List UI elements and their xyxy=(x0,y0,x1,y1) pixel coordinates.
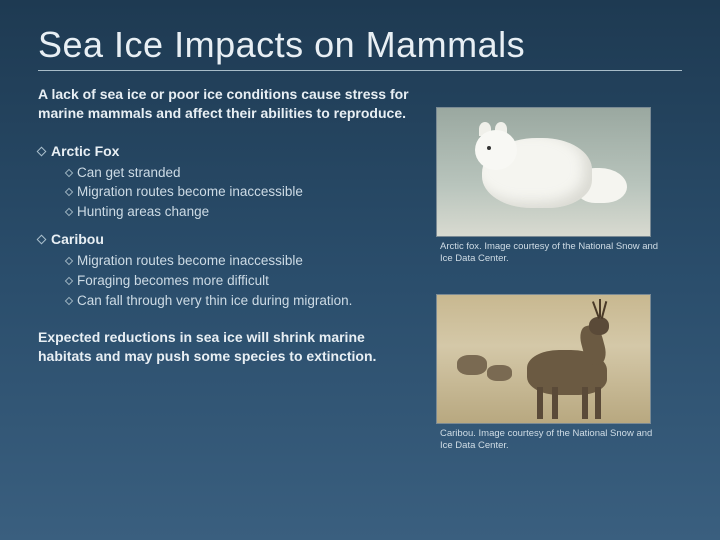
diamond-bullet-icon xyxy=(37,146,47,156)
content-row: A lack of sea ice or poor ice conditions… xyxy=(38,85,682,480)
list-item: Can get stranded xyxy=(66,163,418,183)
list-item: Can fall through very thin ice during mi… xyxy=(66,291,418,311)
image-caption: Arctic fox. Image courtesy of the Nation… xyxy=(436,241,664,266)
list-item-text: Migration routes become inaccessible xyxy=(77,253,303,268)
list-item: Migration routes become inaccessible xyxy=(66,251,418,271)
title-underline xyxy=(38,70,682,71)
right-column: Arctic fox. Image courtesy of the Nation… xyxy=(436,85,664,480)
list-item-text: Hunting areas change xyxy=(77,204,209,219)
diamond-bullet-icon xyxy=(65,188,73,196)
section-heading: Caribou xyxy=(38,231,418,247)
diamond-bullet-icon xyxy=(65,169,73,177)
section-heading: Arctic Fox xyxy=(38,143,418,159)
section-heading-label: Caribou xyxy=(51,231,104,247)
image-caption: Caribou. Image courtesy of the National … xyxy=(436,428,664,453)
section-heading-label: Arctic Fox xyxy=(51,143,119,159)
arctic-fox-image xyxy=(436,107,651,237)
diamond-bullet-icon xyxy=(65,277,73,285)
diamond-bullet-icon xyxy=(65,296,73,304)
conclusion-text: Expected reductions in sea ice will shri… xyxy=(38,328,378,366)
diamond-bullet-icon xyxy=(65,257,73,265)
bullet-list: Can get stranded Migration routes become… xyxy=(66,163,418,222)
list-item: Hunting areas change xyxy=(66,202,418,222)
intro-text: A lack of sea ice or poor ice conditions… xyxy=(38,85,418,123)
list-item-text: Can get stranded xyxy=(77,165,181,180)
diamond-bullet-icon xyxy=(65,208,73,216)
slide-container: Sea Ice Impacts on Mammals A lack of sea… xyxy=(0,0,720,540)
slide-title: Sea Ice Impacts on Mammals xyxy=(38,24,682,66)
list-item: Migration routes become inaccessible xyxy=(66,182,418,202)
bullet-list: Migration routes become inaccessible For… xyxy=(66,251,418,310)
list-item-text: Migration routes become inaccessible xyxy=(77,184,303,199)
list-item: Foraging becomes more difficult xyxy=(66,271,418,291)
list-item-text: Foraging becomes more difficult xyxy=(77,273,269,288)
diamond-bullet-icon xyxy=(37,235,47,245)
caribou-image xyxy=(436,294,651,424)
list-item-text: Can fall through very thin ice during mi… xyxy=(77,293,352,308)
left-column: A lack of sea ice or poor ice conditions… xyxy=(38,85,418,480)
